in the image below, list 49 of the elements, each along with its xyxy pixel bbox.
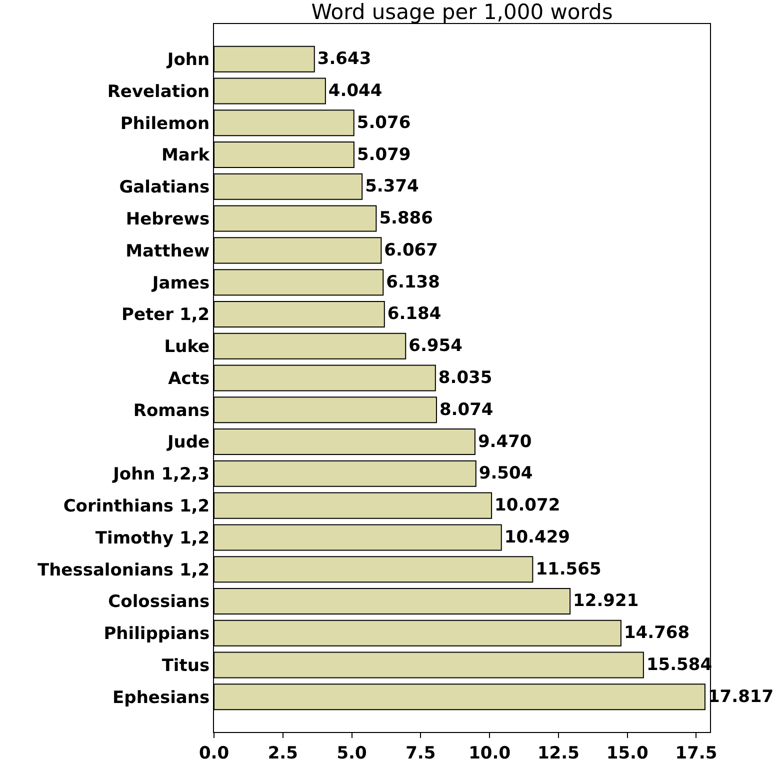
x-tick-label: 2.5	[268, 743, 298, 763]
data-label: 6.138	[386, 272, 440, 292]
y-tick-label: Acts	[168, 368, 210, 389]
x-tick-label: 5.0	[336, 743, 368, 763]
data-label: 5.079	[356, 144, 411, 165]
y-tick-label: Ephesians	[112, 688, 210, 708]
y-tick-label: Philippians	[104, 624, 210, 644]
data-label: 9.504	[478, 464, 533, 484]
data-label: 8.035	[438, 368, 492, 388]
y-tick-label: James	[151, 273, 210, 294]
data-label: 5.076	[356, 112, 411, 133]
data-label: 5.374	[365, 176, 420, 197]
y-tick-label: Galatians	[119, 178, 210, 198]
y-tick-label: Revelation	[107, 82, 210, 102]
y-tick-label: Matthew	[126, 241, 210, 262]
data-label: 6.067	[384, 240, 438, 260]
x-tick-label: 7.5	[406, 743, 436, 763]
x-tick-label: 12.5	[537, 743, 580, 763]
x-tick-label: 10.0	[468, 743, 511, 763]
y-tick-label: John	[166, 50, 210, 70]
data-label: 3.643	[317, 49, 372, 70]
x-tick-label: 0.0	[198, 743, 230, 763]
y-tick-label: Jude	[166, 432, 210, 453]
data-label: 10.429	[504, 527, 570, 548]
data-label: 14.768	[624, 623, 690, 644]
data-label: 4.044	[328, 80, 382, 101]
y-tick-label: John 1,2,3	[112, 464, 210, 485]
x-tick-label: 17.5	[675, 743, 718, 763]
data-label: 5.886	[379, 208, 433, 229]
y-tick-label: Philemon	[120, 114, 210, 134]
data-label: 11.565	[536, 559, 602, 580]
y-tick-label: Romans	[133, 400, 210, 421]
y-tick-label: Corinthians 1,2	[63, 496, 210, 517]
data-label: 8.074	[439, 400, 494, 420]
y-tick-label: Thessalonians 1,2	[37, 560, 210, 580]
y-tick-label: Peter 1,2	[122, 305, 210, 326]
y-tick-label: Luke	[164, 337, 210, 358]
y-tick-label: Mark	[162, 146, 210, 166]
data-label: 6.954	[408, 336, 463, 356]
y-tick-label: Hebrews	[126, 209, 210, 230]
data-label: 6.184	[387, 304, 442, 324]
x-tick-label: 15.0	[606, 743, 648, 763]
data-label: 9.470	[478, 432, 532, 452]
chart-title: Word usage per 1,000 words	[311, 0, 613, 24]
y-tick-label: Colossians	[108, 592, 210, 612]
data-label: 12.921	[573, 591, 639, 612]
y-tick-label: Timothy 1,2	[95, 528, 210, 548]
y-tick-label: Titus	[162, 656, 210, 676]
data-label: 10.072	[494, 496, 560, 516]
